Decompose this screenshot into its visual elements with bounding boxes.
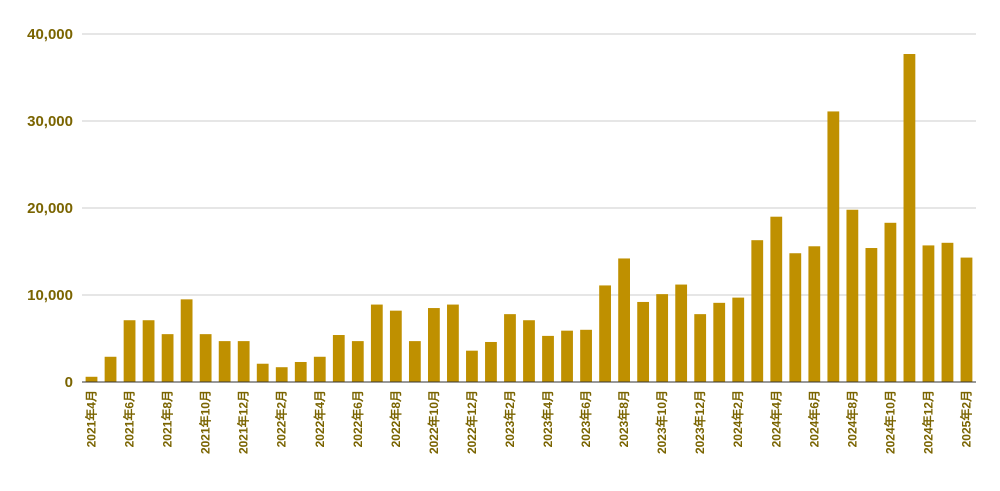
bar (770, 216, 783, 382)
bar (294, 361, 307, 382)
x-tick-label: 2022年2月 (274, 390, 289, 447)
x-tick-label: 2024年6月 (806, 390, 821, 447)
bar (466, 350, 478, 382)
bar (618, 258, 630, 382)
x-tick-label: 2021年10月 (198, 390, 213, 454)
x-tick-label: 2022年12月 (464, 390, 479, 454)
y-tick-label: 40,000 (27, 26, 73, 43)
bar (218, 341, 231, 382)
bar (313, 356, 326, 382)
bar (408, 341, 421, 382)
bar (485, 341, 497, 382)
bar (161, 334, 174, 382)
gridlines (82, 33, 976, 296)
x-tick-label: 2023年6月 (578, 390, 593, 447)
bar (104, 356, 117, 382)
x-tick-label: 2024年4月 (768, 390, 783, 447)
x-tick-label: 2022年8月 (388, 390, 403, 447)
bar (675, 284, 688, 382)
bar (751, 240, 764, 382)
bar (732, 297, 745, 382)
x-tick-label: 2024年12月 (920, 390, 935, 454)
y-axis-tick-labels: 0 10,000 20,000 30,000 40,000 (27, 26, 73, 391)
x-tick-label: 2023年2月 (502, 390, 517, 447)
x-axis-tick-labels: 2021年4月 2021年6月 2021年8月 2021年10月 2021年12月 202… (84, 390, 974, 454)
bar (332, 335, 345, 382)
bar (142, 320, 155, 382)
y-tick-label: 0 (65, 374, 73, 391)
y-tick-label: 20,000 (27, 200, 73, 217)
bar (351, 341, 364, 382)
bar (694, 314, 707, 382)
bar (846, 209, 859, 382)
x-tick-label: 2021年8月 (160, 390, 175, 447)
bar (180, 299, 193, 382)
bar (123, 320, 136, 382)
bar (827, 111, 840, 383)
bar (637, 301, 650, 382)
bar (561, 330, 573, 382)
bar (789, 253, 802, 382)
bar (656, 294, 669, 382)
bar-series (85, 54, 973, 383)
bar (599, 285, 611, 382)
bar (389, 310, 402, 382)
bar (256, 363, 269, 382)
y-tick-label: 30,000 (27, 113, 73, 130)
bar (922, 245, 935, 382)
x-tick-label: 2022年6月 (350, 390, 365, 447)
x-tick-label: 2023年4月 (540, 390, 555, 447)
x-tick-label: 2024年8月 (844, 390, 859, 447)
bar (85, 376, 98, 382)
x-tick-label: 2021年12月 (236, 390, 251, 454)
x-tick-label: 2023年8月 (616, 390, 631, 447)
x-tick-label: 2021年6月 (122, 390, 137, 447)
bar (865, 248, 878, 382)
y-tick-label: 10,000 (27, 287, 73, 304)
bar (504, 314, 516, 382)
bar (428, 308, 440, 382)
bar (370, 304, 383, 382)
x-tick-label: 2022年4月 (312, 390, 327, 447)
x-tick-label: 2024年10月 (882, 390, 897, 454)
x-tick-label: 2025年2月 (958, 390, 973, 447)
bar (808, 246, 821, 382)
x-tick-label: 2022年10月 (426, 390, 441, 454)
bar (884, 222, 897, 382)
x-tick-label: 2024年2月 (730, 390, 745, 447)
x-tick-label: 2021年4月 (84, 390, 99, 447)
bar (941, 242, 954, 382)
bar (523, 320, 535, 382)
bar (275, 367, 288, 382)
bar (447, 304, 459, 382)
bar (903, 54, 916, 382)
x-tick-label: 2023年12月 (692, 390, 707, 454)
x-tick-label: 2023年10月 (654, 390, 669, 454)
bar (237, 341, 250, 382)
bar (960, 257, 973, 382)
bar (542, 335, 554, 382)
bar (713, 302, 726, 382)
bar (580, 329, 592, 382)
bar (199, 334, 212, 382)
